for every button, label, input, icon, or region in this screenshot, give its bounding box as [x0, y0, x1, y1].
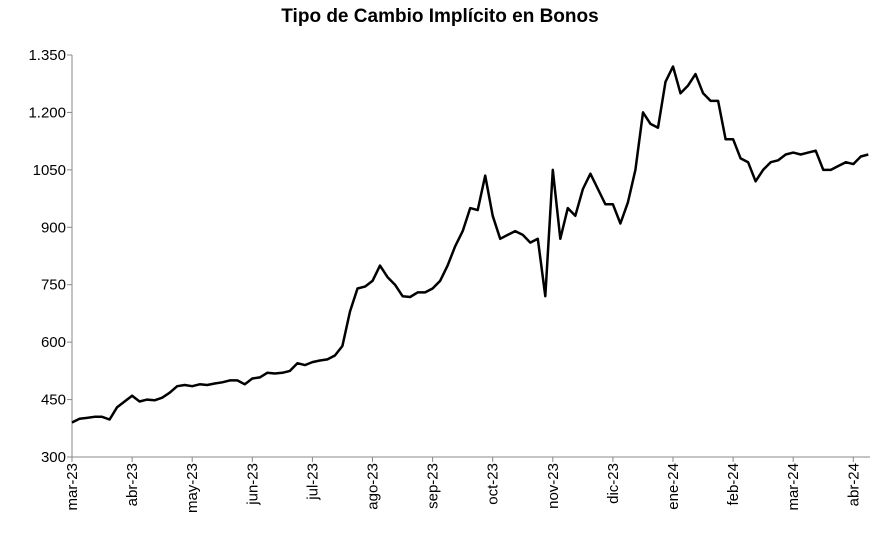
- x-tick-label: sep-23: [425, 463, 442, 509]
- x-tick-label: oct-23: [485, 463, 502, 505]
- y-tick-label: 750: [41, 277, 66, 294]
- y-tick-label: 600: [41, 334, 66, 351]
- x-tick-label: ene-24: [665, 463, 682, 510]
- x-tick-label: abr-23: [124, 463, 141, 506]
- y-tick-label: 1050: [33, 162, 66, 179]
- series-line: [71, 65, 869, 424]
- y-tick-label: 1.200: [28, 104, 66, 121]
- x-tick-label: mar-24: [785, 463, 802, 511]
- x-tick-label: may-23: [184, 463, 201, 513]
- x-tick-label: mar-23: [64, 463, 81, 511]
- x-tick-label: jul-23: [304, 463, 321, 501]
- x-tick-label: ago-23: [365, 463, 382, 510]
- y-tick-label: 900: [41, 219, 66, 236]
- y-tick-label: 450: [41, 392, 66, 409]
- x-tick-label: abr-24: [845, 463, 862, 506]
- y-tick-label: 300: [41, 449, 66, 466]
- x-tick-label: feb-24: [725, 463, 742, 506]
- x-tick-label: jun-23: [244, 463, 261, 506]
- x-tick-label: dic-23: [605, 463, 622, 504]
- y-tick-label: 1.350: [28, 47, 66, 64]
- chart-title: Tipo de Cambio Implícito en Bonos: [281, 6, 598, 27]
- x-tick-label: nov-23: [545, 463, 562, 509]
